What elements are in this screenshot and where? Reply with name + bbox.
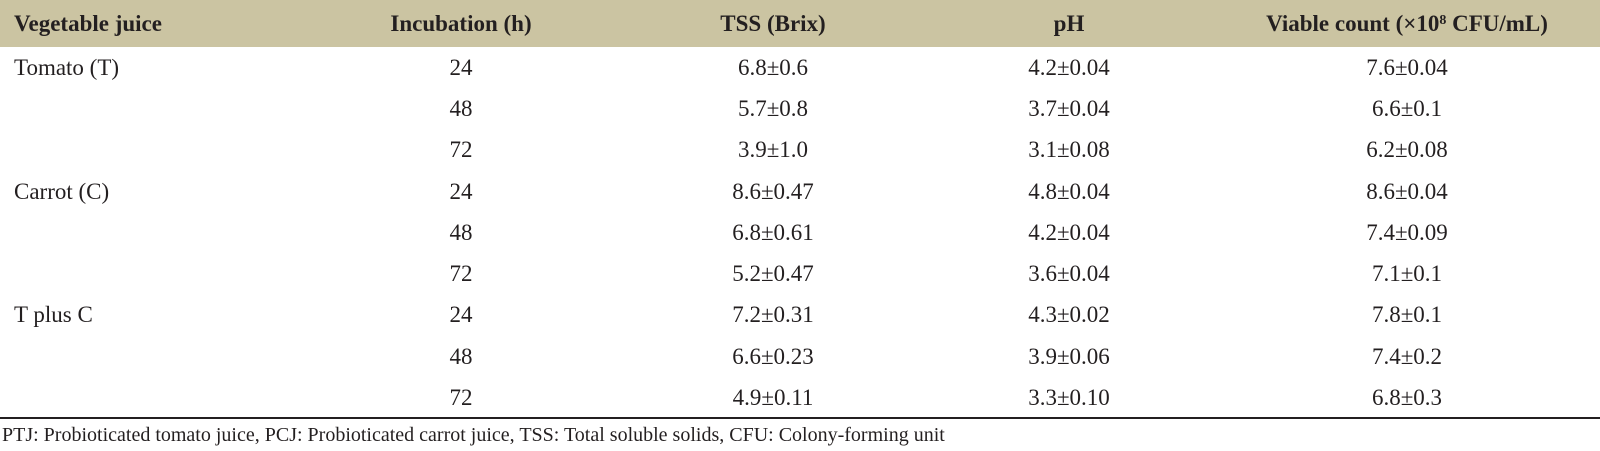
table-footnote: PTJ: Probioticated tomato juice, PCJ: Pr… [2,424,945,446]
cell-ph: 3.9±0.06 [1028,343,1110,369]
cell-viable: 8.6±0.04 [1366,178,1448,204]
cell-ph: 4.2±0.04 [1028,219,1110,245]
cell-juice: T plus C [14,302,93,328]
table-body: Tomato (T) 24 6.8±0.6 4.2±0.04 7.6±0.04 … [0,47,1600,419]
cell-viable: 6.6±0.1 [1371,95,1443,121]
header-tss: TSS (Brix) [720,10,826,36]
cell-tss: 4.9±0.11 [732,385,814,411]
cell-incubation: 72 [449,261,473,287]
header-viable-exponent: 8 [1439,12,1447,28]
cell-juice [0,212,300,253]
table-row: T plus C 24 7.2±0.31 4.3±0.02 7.8±0.1 [0,295,1600,336]
cell-viable: 6.8±0.3 [1371,385,1443,411]
cell-viable: 7.4±0.2 [1371,343,1443,369]
cell-incubation: 72 [449,137,473,163]
header-vegetable-juice: Vegetable juice [14,10,162,36]
cell-incubation: 48 [449,343,473,369]
cell-tss: 7.2±0.31 [732,302,814,328]
table-bottom-rule [0,417,1600,419]
cell-viable: 6.2±0.08 [1366,137,1448,163]
cell-ph: 4.8±0.04 [1028,178,1110,204]
cell-ph: 3.7±0.04 [1028,95,1110,121]
cell-juice [0,377,300,418]
cell-tss: 6.8±0.6 [737,54,809,80]
table-row: Carrot (C) 24 8.6±0.47 4.8±0.04 8.6±0.04 [0,171,1600,212]
cell-tss: 8.6±0.47 [732,178,814,204]
juice-data-table: Vegetable juice Incubation (h) TSS (Brix… [0,0,1600,419]
header-viable-count: Viable count (×108 CFU/mL) [1214,0,1600,47]
cell-ph: 4.3±0.02 [1028,302,1110,328]
cell-viable: 7.6±0.04 [1366,54,1448,80]
cell-viable: 7.1±0.1 [1371,261,1443,287]
table-row: 48 6.8±0.61 4.2±0.04 7.4±0.09 [0,212,1600,253]
table-row: 72 3.9±1.0 3.1±0.08 6.2±0.08 [0,130,1600,171]
cell-juice [0,88,300,129]
header-ph: pH [1053,10,1085,36]
cell-juice: Carrot (C) [14,178,110,204]
header-incubation: Incubation (h) [390,10,532,36]
cell-ph: 3.3±0.10 [1028,385,1110,411]
table-row: 48 6.6±0.23 3.9±0.06 7.4±0.2 [0,336,1600,377]
cell-ph: 3.6±0.04 [1028,261,1110,287]
table-row: 72 5.2±0.47 3.6±0.04 7.1±0.1 [0,253,1600,294]
table-row: 48 5.7±0.8 3.7±0.04 6.6±0.1 [0,88,1600,129]
cell-tss: 6.6±0.23 [732,343,814,369]
cell-incubation: 72 [449,385,473,411]
cell-viable: 7.4±0.09 [1366,219,1448,245]
cell-ph: 4.2±0.04 [1028,54,1110,80]
cell-juice: Tomato (T) [14,54,120,80]
table-row: 72 4.9±0.11 3.3±0.10 6.8±0.3 [0,377,1600,418]
header-viable-suffix: CFU/mL) [1446,10,1548,36]
cell-incubation: 24 [449,178,473,204]
table-row: Tomato (T) 24 6.8±0.6 4.2±0.04 7.6±0.04 [0,47,1600,88]
cell-incubation: 24 [449,54,473,80]
cell-ph: 3.1±0.08 [1028,137,1110,163]
header-row: Vegetable juice Incubation (h) TSS (Brix… [0,0,1600,47]
cell-juice [0,130,300,171]
header-viable-prefix: Viable count (×10 [1266,10,1440,36]
cell-viable: 7.8±0.1 [1371,302,1443,328]
cell-tss: 5.7±0.8 [737,95,809,121]
table-header: Vegetable juice Incubation (h) TSS (Brix… [0,0,1600,47]
cell-incubation: 48 [449,95,473,121]
cell-tss: 3.9±1.0 [737,137,809,163]
cell-juice [0,253,300,294]
cell-tss: 6.8±0.61 [732,219,814,245]
cell-juice [0,336,300,377]
cell-incubation: 48 [449,219,473,245]
cell-tss: 5.2±0.47 [732,261,814,287]
cell-incubation: 24 [449,302,473,328]
